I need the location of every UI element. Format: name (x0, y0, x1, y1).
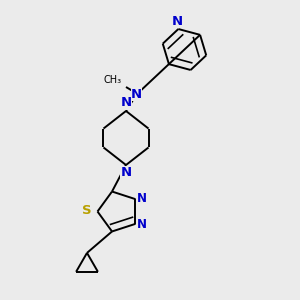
Text: N: N (120, 167, 132, 179)
Text: N: N (171, 14, 182, 28)
Text: N: N (137, 192, 147, 205)
Text: N: N (137, 218, 147, 231)
Text: CH₃: CH₃ (103, 75, 122, 85)
Text: N: N (131, 88, 142, 101)
Text: S: S (82, 203, 92, 217)
Text: N: N (120, 97, 132, 110)
